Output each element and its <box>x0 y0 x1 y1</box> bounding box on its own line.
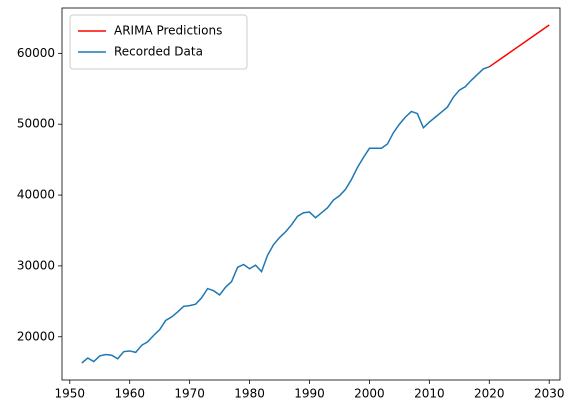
y-tick-label: 30000 <box>17 258 55 272</box>
y-tick-label: 50000 <box>17 117 55 131</box>
data-line <box>488 24 550 68</box>
x-tick-label: 2000 <box>354 387 385 401</box>
y-tick-label: 20000 <box>17 329 55 343</box>
x-tick-label: 2010 <box>414 387 445 401</box>
x-tick-label: 1970 <box>174 387 205 401</box>
legend-label: ARIMA Predictions <box>114 24 222 38</box>
x-tick-label: 1960 <box>114 387 145 401</box>
legend-label: Recorded Data <box>114 45 203 59</box>
data-line <box>81 66 490 364</box>
y-tick-label: 60000 <box>17 46 55 60</box>
x-tick-label: 1980 <box>234 387 265 401</box>
x-tick-label: 2030 <box>534 387 565 401</box>
x-tick-label: 1990 <box>294 387 325 401</box>
plot-frame <box>61 7 561 381</box>
y-tick-label: 40000 <box>17 188 55 202</box>
legend-box <box>69 14 248 70</box>
x-tick-label: 1950 <box>55 387 86 401</box>
x-tick-label: 2020 <box>474 387 505 401</box>
